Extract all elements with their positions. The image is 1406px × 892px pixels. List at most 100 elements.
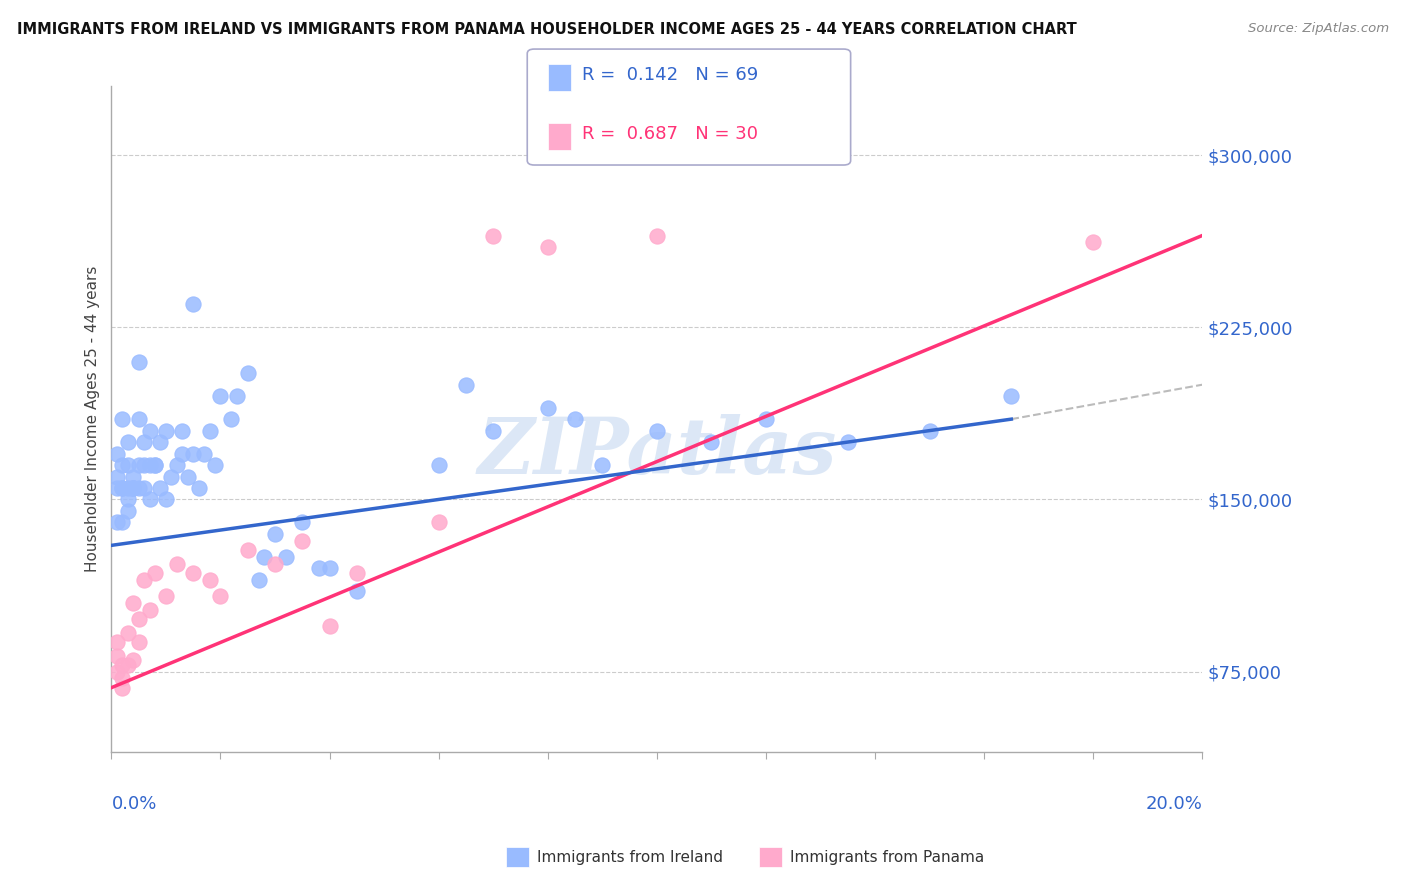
Point bbox=[117, 492, 139, 507]
Point bbox=[128, 355, 150, 369]
Y-axis label: Householder Income Ages 25 - 44 years: Householder Income Ages 25 - 44 years bbox=[86, 266, 100, 573]
Point bbox=[155, 589, 177, 603]
Point bbox=[537, 240, 560, 254]
Point bbox=[346, 584, 368, 599]
Point bbox=[172, 446, 194, 460]
Point bbox=[128, 634, 150, 648]
Point bbox=[105, 516, 128, 530]
Point bbox=[117, 504, 139, 518]
Point bbox=[105, 665, 128, 679]
Point bbox=[122, 653, 145, 667]
Point bbox=[105, 446, 128, 460]
Point bbox=[204, 458, 226, 472]
Point bbox=[111, 412, 134, 426]
Point bbox=[291, 533, 314, 548]
Point bbox=[537, 401, 560, 415]
Point bbox=[105, 481, 128, 495]
Point bbox=[591, 458, 613, 472]
Point bbox=[318, 561, 340, 575]
Point bbox=[264, 527, 287, 541]
Point bbox=[117, 435, 139, 450]
Point bbox=[143, 458, 166, 472]
Point bbox=[111, 672, 134, 686]
Point bbox=[482, 424, 505, 438]
Point bbox=[117, 625, 139, 640]
Point bbox=[181, 297, 204, 311]
Text: Immigrants from Panama: Immigrants from Panama bbox=[790, 850, 984, 864]
Point bbox=[111, 516, 134, 530]
Point bbox=[128, 458, 150, 472]
Point bbox=[177, 469, 200, 483]
Point bbox=[117, 657, 139, 672]
Point bbox=[427, 458, 450, 472]
Point bbox=[236, 366, 259, 380]
Point bbox=[225, 389, 247, 403]
Point bbox=[138, 458, 160, 472]
Point bbox=[134, 573, 156, 587]
Text: R =  0.142   N = 69: R = 0.142 N = 69 bbox=[582, 66, 758, 84]
Point bbox=[111, 657, 134, 672]
Point bbox=[187, 481, 209, 495]
Text: 20.0%: 20.0% bbox=[1146, 795, 1202, 814]
Point bbox=[128, 412, 150, 426]
Point bbox=[427, 516, 450, 530]
Point bbox=[755, 412, 778, 426]
Point bbox=[221, 412, 243, 426]
Point bbox=[138, 424, 160, 438]
Point bbox=[122, 481, 145, 495]
Point bbox=[700, 435, 723, 450]
Point bbox=[247, 573, 270, 587]
Point bbox=[134, 458, 156, 472]
Point bbox=[111, 458, 134, 472]
Point bbox=[308, 561, 330, 575]
Point bbox=[143, 458, 166, 472]
Point bbox=[198, 573, 221, 587]
Point bbox=[149, 481, 172, 495]
Point bbox=[149, 435, 172, 450]
Point bbox=[837, 435, 859, 450]
Point bbox=[138, 602, 160, 616]
Point bbox=[236, 543, 259, 558]
Point bbox=[193, 446, 215, 460]
Point bbox=[209, 389, 232, 403]
Point bbox=[209, 589, 232, 603]
Point bbox=[138, 492, 160, 507]
Point bbox=[117, 481, 139, 495]
Point bbox=[1000, 389, 1022, 403]
Point bbox=[253, 549, 276, 564]
Point bbox=[318, 618, 340, 632]
Point bbox=[166, 557, 188, 571]
Point bbox=[122, 481, 145, 495]
Point bbox=[274, 549, 297, 564]
Point bbox=[111, 681, 134, 695]
Point bbox=[117, 458, 139, 472]
Point bbox=[264, 557, 287, 571]
Text: Source: ZipAtlas.com: Source: ZipAtlas.com bbox=[1249, 22, 1389, 36]
Point bbox=[1081, 235, 1104, 250]
Point bbox=[122, 596, 145, 610]
Point bbox=[128, 612, 150, 626]
Point bbox=[645, 424, 668, 438]
Point bbox=[111, 481, 134, 495]
Point bbox=[172, 424, 194, 438]
Point bbox=[166, 458, 188, 472]
Point bbox=[181, 566, 204, 580]
Point bbox=[134, 435, 156, 450]
Point bbox=[454, 377, 477, 392]
Point bbox=[346, 566, 368, 580]
Point bbox=[918, 424, 941, 438]
Point bbox=[645, 228, 668, 243]
Point bbox=[105, 634, 128, 648]
Point bbox=[134, 481, 156, 495]
Point bbox=[122, 469, 145, 483]
Text: 0.0%: 0.0% bbox=[111, 795, 157, 814]
Point bbox=[105, 648, 128, 663]
Point bbox=[291, 516, 314, 530]
Point bbox=[122, 481, 145, 495]
Point bbox=[155, 492, 177, 507]
Point bbox=[564, 412, 586, 426]
Text: R =  0.687   N = 30: R = 0.687 N = 30 bbox=[582, 125, 758, 143]
Point bbox=[155, 424, 177, 438]
Point bbox=[128, 481, 150, 495]
Text: IMMIGRANTS FROM IRELAND VS IMMIGRANTS FROM PANAMA HOUSEHOLDER INCOME AGES 25 - 4: IMMIGRANTS FROM IRELAND VS IMMIGRANTS FR… bbox=[17, 22, 1077, 37]
